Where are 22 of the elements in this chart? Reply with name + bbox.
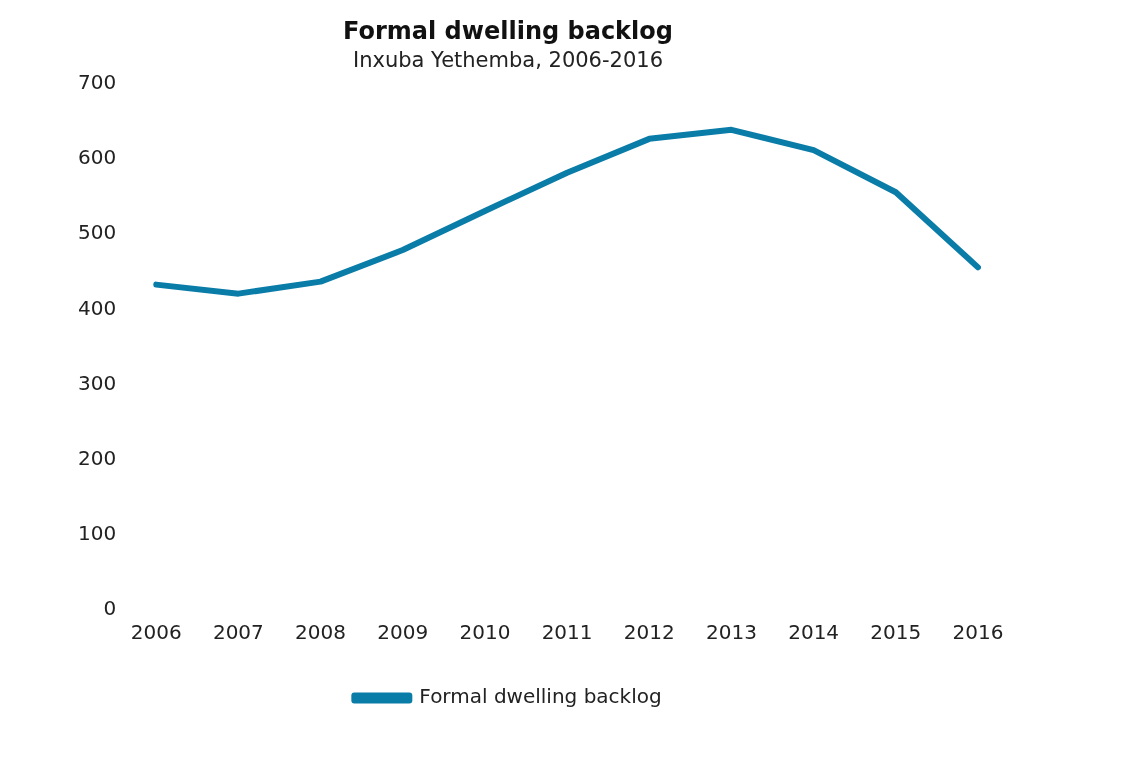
x-tick-label: 2015: [870, 620, 922, 645]
y-tick-label: 200: [77, 445, 117, 470]
chart-subtitle: Inxuba Yethemba, 2006-2016: [352, 47, 664, 72]
chart-title: Formal dwelling backlog: [343, 16, 673, 45]
y-tick-label: 300: [77, 370, 117, 395]
y-tick-label: 700: [77, 70, 117, 95]
y-tick-label: 100: [77, 521, 117, 546]
x-tick-label: 2007: [212, 620, 264, 645]
x-tick-label: 2011: [541, 620, 593, 645]
y-tick-label: 500: [77, 220, 117, 245]
x-tick-label: 2014: [788, 620, 840, 645]
legend-label: Formal dwelling backlog: [419, 684, 662, 709]
y-tick-label: 600: [77, 145, 117, 170]
x-tick-label: 2009: [377, 620, 429, 645]
x-tick-label: 2016: [952, 620, 1004, 645]
x-tick-label: 2006: [130, 620, 182, 645]
x-tick-label: 2013: [706, 620, 757, 645]
x-tick-label: 2012: [623, 620, 675, 645]
x-tick-label: 2010: [459, 620, 511, 645]
y-tick-label: 0: [103, 596, 117, 621]
y-tick-label: 400: [77, 295, 117, 320]
x-tick-label: 2008: [295, 620, 346, 645]
